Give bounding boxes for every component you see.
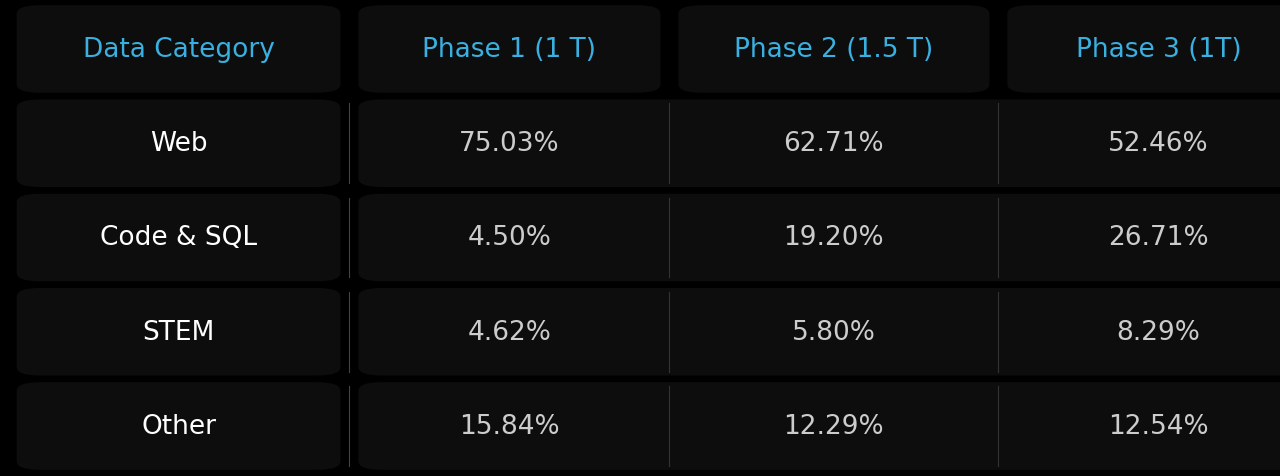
FancyBboxPatch shape <box>1007 6 1280 94</box>
Text: Phase 1 (1 T): Phase 1 (1 T) <box>422 37 596 63</box>
FancyBboxPatch shape <box>358 194 1280 282</box>
FancyBboxPatch shape <box>17 194 340 282</box>
Text: Web: Web <box>150 131 207 157</box>
FancyBboxPatch shape <box>678 6 989 94</box>
Text: 4.50%: 4.50% <box>467 225 552 251</box>
Text: STEM: STEM <box>142 319 215 345</box>
FancyBboxPatch shape <box>17 382 340 470</box>
FancyBboxPatch shape <box>17 288 340 376</box>
Text: 4.62%: 4.62% <box>467 319 552 345</box>
Text: 8.29%: 8.29% <box>1116 319 1201 345</box>
FancyBboxPatch shape <box>358 288 1280 376</box>
Text: 5.80%: 5.80% <box>792 319 876 345</box>
Text: Other: Other <box>141 413 216 439</box>
FancyBboxPatch shape <box>358 100 1280 188</box>
Text: Phase 3 (1T): Phase 3 (1T) <box>1075 37 1242 63</box>
FancyBboxPatch shape <box>358 6 660 94</box>
Text: Phase 2 (1.5 T): Phase 2 (1.5 T) <box>735 37 933 63</box>
FancyBboxPatch shape <box>17 100 340 188</box>
Text: 52.46%: 52.46% <box>1108 131 1208 157</box>
Text: 12.29%: 12.29% <box>783 413 884 439</box>
Text: Data Category: Data Category <box>83 37 274 63</box>
Text: 15.84%: 15.84% <box>460 413 559 439</box>
Text: 19.20%: 19.20% <box>783 225 884 251</box>
Text: Code & SQL: Code & SQL <box>100 225 257 251</box>
Text: 12.54%: 12.54% <box>1108 413 1208 439</box>
FancyBboxPatch shape <box>17 6 340 94</box>
Text: 26.71%: 26.71% <box>1108 225 1208 251</box>
FancyBboxPatch shape <box>358 382 1280 470</box>
Text: 75.03%: 75.03% <box>460 131 559 157</box>
Text: 62.71%: 62.71% <box>783 131 884 157</box>
